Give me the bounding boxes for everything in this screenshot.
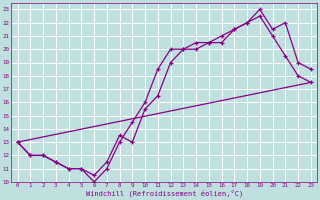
X-axis label: Windchill (Refroidissement éolien,°C): Windchill (Refroidissement éolien,°C) [85,190,243,197]
